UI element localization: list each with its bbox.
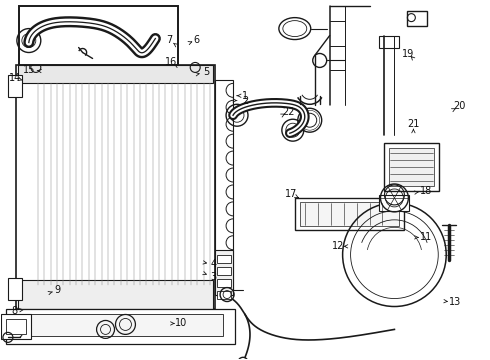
Bar: [217, 255, 231, 263]
Text: 9: 9: [54, 285, 60, 296]
Bar: [379, 36, 399, 48]
Bar: [217, 267, 231, 275]
Bar: [6, 310, 235, 345]
Text: 21: 21: [407, 120, 419, 129]
Text: 19: 19: [402, 49, 415, 59]
Bar: [18, 280, 213, 310]
Bar: [16, 66, 215, 310]
Text: 22: 22: [283, 107, 295, 117]
Bar: [217, 279, 231, 287]
Text: 20: 20: [454, 102, 466, 112]
Text: 7: 7: [166, 35, 172, 45]
Text: 16: 16: [165, 57, 177, 67]
Text: 10: 10: [175, 319, 188, 328]
Bar: [8, 278, 22, 300]
Text: 11: 11: [419, 232, 432, 242]
Bar: [390, 148, 434, 186]
Bar: [215, 80, 233, 294]
Bar: [19, 6, 178, 66]
Text: 4: 4: [210, 259, 217, 269]
Bar: [1, 315, 31, 339]
Bar: [18, 66, 213, 84]
Text: 3: 3: [210, 272, 217, 282]
Text: 17: 17: [285, 189, 297, 199]
Bar: [14, 315, 223, 336]
Text: 14: 14: [8, 73, 21, 83]
Bar: [379, 195, 409, 211]
Bar: [385, 143, 439, 191]
Text: 1: 1: [242, 91, 248, 101]
Text: 8: 8: [12, 306, 18, 316]
Bar: [407, 11, 427, 26]
Text: 13: 13: [449, 297, 461, 307]
Text: 2: 2: [242, 96, 248, 106]
Text: 18: 18: [419, 186, 432, 196]
Bar: [300, 202, 399, 226]
Bar: [6, 319, 26, 334]
Bar: [215, 250, 233, 294]
Bar: [217, 291, 231, 298]
Bar: [8, 75, 22, 97]
Bar: [295, 198, 404, 230]
Text: 5: 5: [203, 67, 209, 77]
Text: 15: 15: [23, 64, 35, 75]
Text: 12: 12: [332, 241, 344, 251]
Text: 6: 6: [193, 35, 199, 45]
